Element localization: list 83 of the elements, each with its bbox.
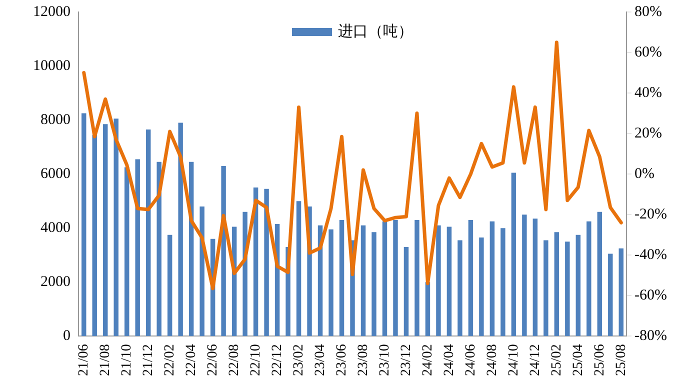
bar bbox=[554, 232, 560, 336]
x-tick-label: 24/10 bbox=[506, 344, 522, 376]
x-tick-label: 23/12 bbox=[398, 344, 414, 376]
y-tick-label: 10000 bbox=[33, 58, 70, 74]
bar bbox=[586, 221, 592, 336]
x-tick-label: 24/06 bbox=[463, 344, 478, 376]
x-tick-label: 23/02 bbox=[291, 344, 306, 376]
x-tick-label: 25/04 bbox=[570, 344, 586, 376]
bar bbox=[124, 167, 130, 336]
x-tick-label: 24/02 bbox=[420, 344, 436, 376]
x-tick-label: 23/04 bbox=[312, 344, 328, 376]
x-tick-label: 23/06 bbox=[334, 344, 350, 376]
bar bbox=[372, 232, 376, 336]
bar bbox=[446, 226, 452, 336]
legend-label: 进口（吨） bbox=[338, 22, 414, 40]
bar bbox=[404, 246, 409, 336]
y2-tick-label: -60% bbox=[634, 288, 668, 304]
bar bbox=[82, 113, 86, 336]
bar bbox=[576, 234, 581, 336]
bar bbox=[532, 218, 538, 336]
bar bbox=[414, 220, 420, 336]
bar bbox=[544, 240, 548, 336]
bar bbox=[339, 220, 344, 336]
x-tick-label: 22/08 bbox=[226, 344, 242, 376]
y2-tick-label: 80% bbox=[634, 4, 662, 20]
y2-tick-label: -20% bbox=[634, 206, 668, 223]
x-tick-label: 25/06 bbox=[592, 344, 608, 376]
y2-tick-label: -80% bbox=[634, 328, 668, 344]
bar bbox=[178, 122, 183, 336]
bar bbox=[565, 242, 570, 336]
bar bbox=[360, 225, 366, 336]
y-tick-label: 6000 bbox=[40, 166, 70, 182]
x-tick-label: 25/08 bbox=[614, 344, 629, 376]
x-tick-label: 23/10 bbox=[377, 344, 392, 376]
bar bbox=[500, 228, 506, 336]
bar bbox=[458, 240, 462, 336]
bar bbox=[135, 159, 140, 336]
bar bbox=[479, 238, 484, 336]
bar bbox=[382, 221, 388, 336]
x-tick-label: 22/04 bbox=[184, 344, 199, 376]
bar bbox=[468, 220, 474, 336]
x-tick-label: 24/12 bbox=[528, 344, 543, 376]
bar bbox=[425, 282, 430, 336]
y2-tick-label: 20% bbox=[634, 125, 662, 142]
bar bbox=[490, 221, 495, 336]
y2-tick-label: 40% bbox=[634, 84, 662, 101]
bar bbox=[114, 118, 118, 336]
bar bbox=[200, 206, 204, 336]
x-tick-label: 22/10 bbox=[248, 344, 264, 376]
x-tick-label: 24/08 bbox=[484, 344, 500, 376]
y-tick-label: 8000 bbox=[40, 112, 70, 128]
x-tick-label: 21/12 bbox=[141, 344, 156, 376]
y-tick-label: 0 bbox=[63, 328, 70, 344]
y2-tick-label: 60% bbox=[634, 44, 662, 60]
bar bbox=[328, 229, 334, 336]
x-tick-label: 21/10 bbox=[120, 344, 135, 376]
y-tick-label: 4000 bbox=[40, 220, 70, 236]
bar bbox=[92, 134, 97, 336]
x-tick-label: 21/06 bbox=[76, 344, 92, 376]
bar bbox=[436, 225, 441, 336]
y-tick-label: 2000 bbox=[40, 274, 70, 290]
bar bbox=[296, 201, 302, 336]
x-tick-label: 24/04 bbox=[442, 344, 457, 376]
x-tick-label: 22/12 bbox=[270, 344, 285, 376]
bar bbox=[156, 162, 162, 336]
bar bbox=[597, 212, 602, 336]
bar bbox=[608, 254, 613, 336]
y2-tick-label: 0% bbox=[634, 166, 655, 182]
bar bbox=[167, 234, 172, 336]
bar bbox=[522, 214, 527, 336]
x-tick-label: 21/08 bbox=[98, 344, 114, 376]
bar bbox=[393, 220, 398, 336]
y2-tick-label: -40% bbox=[634, 247, 668, 264]
y-tick-label: 12000 bbox=[33, 4, 70, 20]
x-tick-label: 25/02 bbox=[549, 344, 564, 376]
bar bbox=[264, 188, 269, 336]
x-tick-label: 23/08 bbox=[356, 344, 371, 376]
bar bbox=[146, 129, 151, 336]
x-tick-label: 22/02 bbox=[162, 344, 178, 376]
bar bbox=[103, 124, 108, 336]
bar bbox=[618, 248, 624, 336]
x-tick-label: 22/06 bbox=[205, 344, 220, 376]
bar bbox=[511, 172, 516, 336]
